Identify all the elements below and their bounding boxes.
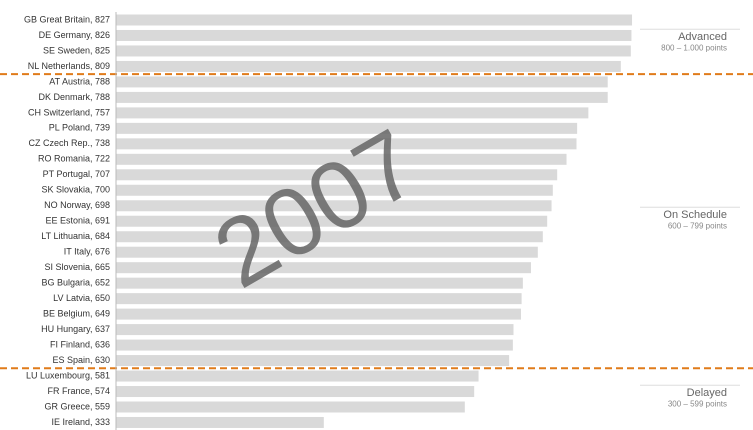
- bar: [116, 293, 522, 305]
- category-label: GB Great Britain, 827: [24, 14, 110, 24]
- category-label: GR Greece, 559: [44, 401, 110, 411]
- bar: [116, 200, 552, 212]
- category-label: SK Slovakia, 700: [41, 185, 110, 195]
- category-label: AT Austria, 788: [49, 76, 110, 86]
- bar: [116, 138, 577, 150]
- category-label: CZ Czech Rep., 738: [28, 138, 110, 148]
- category-label: HU Hungary, 637: [41, 324, 110, 334]
- category-label: FI Finland, 636: [50, 339, 110, 349]
- bar: [116, 153, 567, 165]
- bar: [116, 60, 621, 72]
- category-label: PT Portugal, 707: [43, 169, 110, 179]
- bar: [116, 401, 465, 413]
- bar: [116, 370, 479, 382]
- group-range: 300 – 599 points: [668, 399, 727, 408]
- bar: [116, 339, 513, 351]
- category-label: EE Estonia, 691: [45, 216, 110, 226]
- category-label: RO Romania, 722: [38, 154, 110, 164]
- bar: [116, 386, 475, 398]
- bar: [116, 246, 538, 258]
- bar: [116, 355, 510, 367]
- category-label: SI Slovenia, 665: [44, 262, 110, 272]
- bar: [116, 122, 578, 134]
- category-label: DK Denmark, 788: [38, 92, 110, 102]
- group-range: 600 – 799 points: [668, 221, 727, 230]
- category-label: NO Norway, 698: [44, 200, 110, 210]
- bar: [116, 76, 608, 88]
- category-label: BE Belgium, 649: [43, 308, 110, 318]
- bar: [116, 14, 633, 26]
- group-label: Delayed: [687, 387, 727, 399]
- category-label: NL Netherlands, 809: [28, 61, 110, 71]
- group-range: 800 – 1.000 points: [661, 43, 727, 52]
- category-label: LT Lithuania, 684: [41, 231, 110, 241]
- bar: [116, 91, 608, 103]
- bar: [116, 231, 543, 243]
- category-label: LV Latvia, 650: [53, 293, 110, 303]
- category-label: FR France, 574: [47, 386, 110, 396]
- group-label: On Schedule: [663, 209, 727, 221]
- bar: [116, 107, 589, 119]
- category-label: LU Luxembourg, 581: [26, 370, 110, 380]
- bar: [116, 45, 631, 57]
- category-label: SE Sweden, 825: [43, 45, 110, 55]
- category-label: ES Spain, 630: [52, 355, 110, 365]
- bar: [116, 324, 514, 336]
- bar: [116, 416, 324, 428]
- category-label: BG Bulgaria, 652: [41, 278, 110, 288]
- bar: [116, 308, 521, 320]
- bar: [116, 184, 553, 196]
- bar: [116, 277, 523, 289]
- category-label: CH Switzerland, 757: [28, 107, 110, 117]
- bar: [116, 169, 558, 181]
- group-label: Advanced: [678, 31, 727, 43]
- bar: [116, 262, 531, 274]
- category-label: PL Poland, 739: [49, 123, 110, 133]
- category-label: DE Germany, 826: [39, 30, 110, 40]
- category-label: IE Ireland, 333: [51, 417, 110, 427]
- category-label: IT Italy, 676: [64, 247, 110, 257]
- bar: [116, 29, 632, 41]
- bar: [116, 215, 548, 227]
